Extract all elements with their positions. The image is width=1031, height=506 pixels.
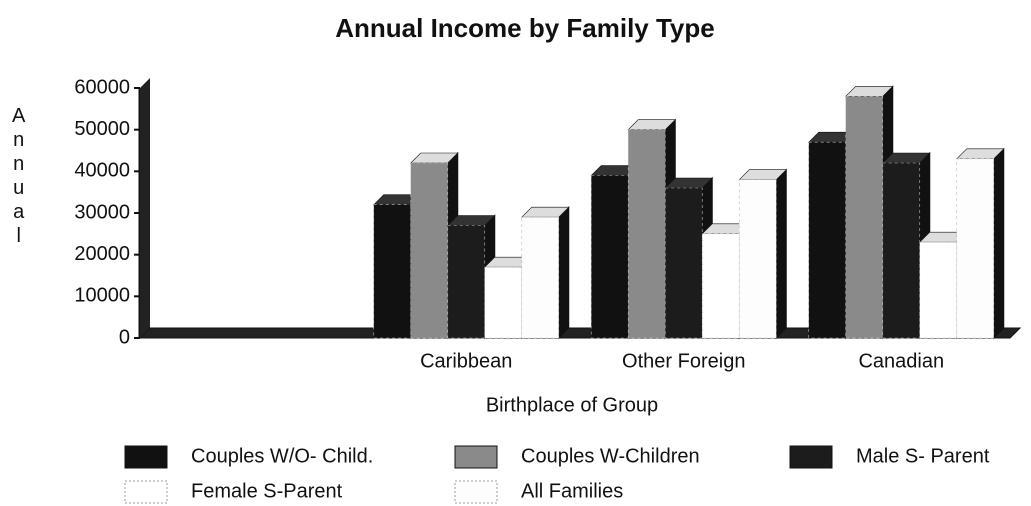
bar [484,266,523,339]
y-tick-label: 40000 [74,160,130,182]
y-tick-label: 10000 [74,285,130,307]
legend-marker [789,445,833,469]
y-tick-label: 20000 [74,243,130,265]
bar [882,162,921,339]
y-tick-label: 50000 [74,118,130,140]
bar [447,225,486,339]
legend-marker [454,445,498,469]
bar [373,204,412,339]
bar [410,162,449,339]
bar-side [558,205,570,340]
legend-label: Male S- Parent [856,445,990,467]
legend-marker [124,445,168,469]
bar [808,141,847,339]
bar [919,241,958,339]
x-tick-label: Canadian [858,350,944,372]
x-axis-label: Birthplace of Group [486,394,658,416]
legend-marker [454,480,498,504]
bar [738,179,777,339]
bar-side [775,168,787,340]
chart-title: Annual Income by Family Type [335,13,715,43]
bar [701,233,740,339]
bar-side [993,147,1005,340]
legend-label: Couples W-Children [521,445,700,467]
x-tick-label: Other Foreign [622,350,745,372]
x-tick-label: Caribbean [420,350,512,372]
bar [956,158,995,339]
legend-marker [124,480,168,504]
y-tick-label: 0 [119,326,130,348]
bar [590,175,629,339]
legend-label: All Families [521,480,623,502]
y-tick-label: 30000 [74,201,130,223]
bar [521,216,560,339]
y-wall [140,78,150,338]
y-axis-label: Annual [8,105,30,249]
bar [845,96,884,339]
legend-label: Couples W/O- Child. [191,445,373,467]
bar [627,129,666,339]
bar [664,187,703,339]
legend-label: Female S-Parent [191,480,343,502]
y-tick-label: 60000 [74,76,130,98]
